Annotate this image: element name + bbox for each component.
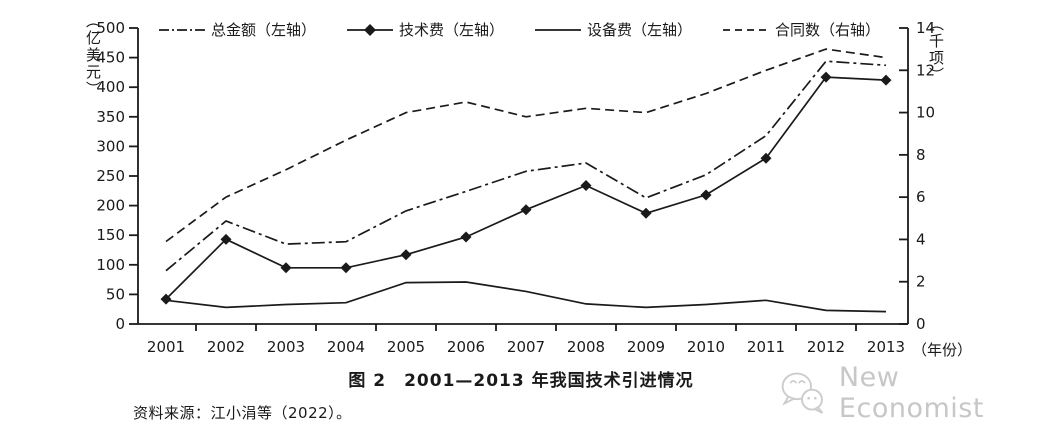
wechat-icon bbox=[781, 372, 824, 414]
axis-tick-label: 2002 bbox=[207, 338, 245, 356]
axis-tick-label: 2001 bbox=[147, 338, 185, 356]
axis-tick-label: 2012 bbox=[807, 338, 845, 356]
series-line-1 bbox=[165, 76, 887, 300]
axis-tick-label: 250 bbox=[96, 167, 125, 185]
axis-tick-label: 350 bbox=[96, 108, 125, 126]
legend-item-total-amount: 总金额（左轴） bbox=[158, 19, 316, 40]
diamond-marker bbox=[580, 179, 592, 191]
axis-tick-label: 150 bbox=[96, 226, 125, 244]
axis-tick-label: 14 bbox=[916, 19, 935, 37]
axis-tick-label: 100 bbox=[96, 256, 125, 274]
axis-tick-label: 0 bbox=[916, 315, 926, 333]
axis-tick-label: 2004 bbox=[327, 338, 365, 356]
diamond-marker bbox=[220, 233, 232, 245]
diamond-marker bbox=[520, 204, 532, 216]
legend-label-contract-count: 合同数（右轴） bbox=[775, 21, 881, 39]
axis-tick-label: 400 bbox=[96, 78, 125, 96]
axis-tick-label: 2 bbox=[916, 273, 926, 291]
axis-tick-label: 2008 bbox=[567, 338, 605, 356]
diamond-marker bbox=[460, 231, 472, 243]
diamond-marker bbox=[700, 189, 712, 201]
chart-plot: 0 50 100 150 200 250 300 350 400 450 500 0 2 4 6 8 10 12 1… bbox=[96, 19, 935, 356]
x-axis-unit-label: （年份） bbox=[912, 341, 973, 359]
axis-tick-label: 4 bbox=[916, 230, 926, 248]
axis-tick-label: 12 bbox=[916, 61, 935, 79]
series-line-3 bbox=[165, 48, 887, 243]
axis-tick-label: 10 bbox=[916, 104, 935, 122]
left-axis-unit-label: （亿美元） bbox=[84, 13, 102, 98]
axis-tick-label: 2007 bbox=[507, 338, 545, 356]
legend-item-contract-count: 合同数（右轴） bbox=[722, 19, 880, 40]
axis-tick-label: 2011 bbox=[747, 338, 785, 356]
axis-tick-label: 50 bbox=[106, 285, 125, 303]
series-line-0 bbox=[165, 60, 887, 272]
watermark: New Economist bbox=[776, 362, 1042, 424]
diamond-marker bbox=[400, 249, 412, 261]
watermark-text: New Economist bbox=[838, 362, 984, 424]
axis-tick-label: 6 bbox=[916, 188, 926, 206]
axis-tick-label: 200 bbox=[96, 197, 125, 215]
axis-tick-label: 500 bbox=[96, 19, 125, 37]
legend-item-equipment-fee: 设备费（左轴） bbox=[534, 19, 692, 40]
diamond-line-sample-icon bbox=[347, 23, 394, 36]
diamond-marker bbox=[640, 207, 652, 219]
axis-tick-label: 2009 bbox=[627, 338, 665, 356]
diamond-marker bbox=[160, 293, 172, 305]
axis-tick-label: 450 bbox=[96, 49, 125, 67]
axis-tick-label: 2010 bbox=[687, 338, 725, 356]
axis-tick-label: 2013 bbox=[867, 338, 905, 356]
legend-item-technology-fee: 技术费（左轴） bbox=[346, 19, 504, 40]
dashed-line-sample-icon bbox=[723, 28, 770, 31]
axis-tick-label: 0 bbox=[115, 315, 125, 333]
series-line-2 bbox=[165, 281, 887, 313]
solid-line-sample-icon bbox=[535, 28, 582, 31]
axis-tick-label: 2003 bbox=[267, 338, 305, 356]
right-axis-unit-label: （千项） bbox=[927, 16, 945, 84]
diamond-marker bbox=[280, 262, 292, 274]
legend-label-technology-fee: 技术费（左轴） bbox=[399, 21, 505, 39]
figure-caption: 图 2 2001—2013 年我国技术引进情况 bbox=[348, 371, 694, 391]
axis-tick-label: 2005 bbox=[387, 338, 425, 356]
diamond-marker bbox=[880, 74, 892, 86]
diamond-marker bbox=[820, 71, 832, 83]
legend-label-total-amount: 总金额（左轴） bbox=[211, 21, 317, 39]
diamond-marker bbox=[340, 262, 352, 274]
axis-tick-label: 8 bbox=[916, 146, 926, 164]
legend-label-equipment-fee: 设备费（左轴） bbox=[587, 21, 693, 39]
axis-tick-label: 2006 bbox=[447, 338, 485, 356]
diamond-marker bbox=[760, 152, 772, 164]
axis-tick-label: 300 bbox=[96, 137, 125, 155]
chart-legend: 总金额（左轴） 技术费（左轴） 设备费（左轴） 合同数（右轴） bbox=[158, 19, 880, 40]
source-note: 资料来源：江小涓等（2022）。 bbox=[133, 404, 352, 422]
dashdot-line-sample-icon bbox=[159, 28, 205, 31]
